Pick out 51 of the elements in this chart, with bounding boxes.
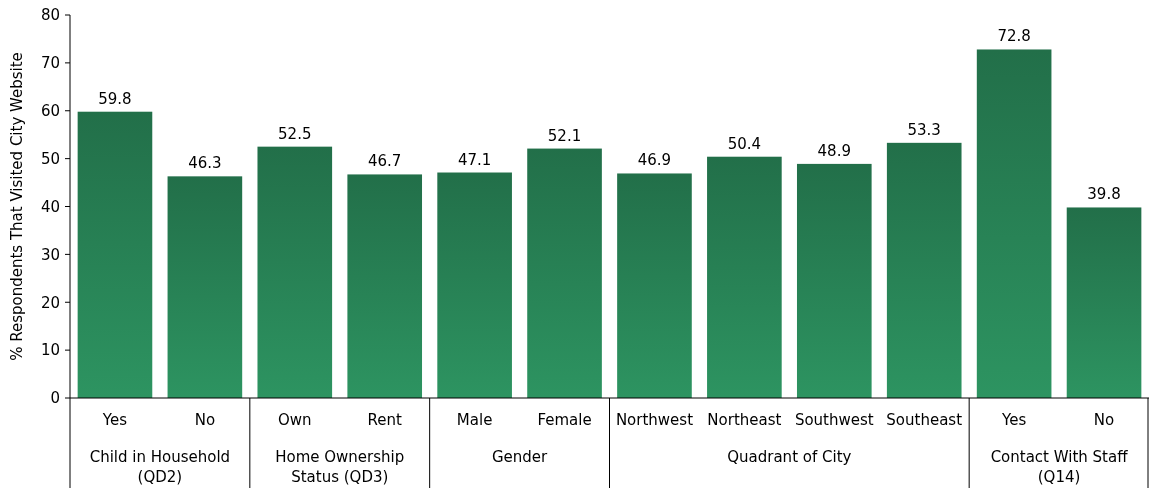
bar	[77, 111, 153, 398]
bar	[257, 146, 333, 398]
data-label: 47.1	[457, 150, 492, 169]
bar	[796, 163, 872, 398]
x-tick-label: Male	[456, 411, 493, 429]
bar	[707, 156, 782, 398]
x-tick-label: Northwest	[615, 411, 694, 429]
x-tick-label: Rent	[367, 411, 402, 429]
data-label: 46.3	[188, 154, 222, 173]
x-tick-label: No	[194, 411, 216, 429]
y-tick-label: 70	[40, 54, 60, 73]
bar	[437, 172, 512, 398]
x-tick-label: Female	[537, 411, 592, 429]
x-tick-label: Yes	[101, 411, 128, 429]
x-tick-label: Southwest	[794, 411, 874, 429]
data-label: 53.3	[907, 120, 941, 139]
y-axis-title: % Respondents That Visited City Website	[8, 52, 26, 361]
data-label: 46.7	[368, 152, 402, 171]
text: Child in Household (QD2)	[89, 448, 231, 486]
bar	[167, 176, 243, 398]
y-tick-label: 10	[40, 341, 60, 360]
bar	[976, 49, 1052, 398]
y-tick-label: 20	[40, 293, 60, 312]
data-label: 59.8	[98, 89, 132, 108]
bar	[347, 174, 423, 398]
text: Quadrant of City	[727, 448, 852, 466]
y-tick-label: 50	[40, 149, 60, 168]
text: Contact With Staff (Q14)	[990, 448, 1129, 486]
text: Gender	[491, 448, 549, 466]
text: Home Ownership Status (QD3)	[275, 448, 405, 486]
x-tick-label: Own	[277, 411, 312, 429]
bar	[1066, 207, 1142, 398]
x-tick-label: No	[1093, 411, 1115, 429]
bar	[527, 148, 602, 398]
y-tick-label: 0	[50, 389, 60, 408]
data-label: 52.1	[547, 126, 582, 145]
y-tick-label: 60	[40, 102, 60, 120]
x-tick-label: Northeast	[707, 411, 782, 429]
y-tick-label: 80	[40, 6, 60, 25]
data-label: 46.9	[637, 151, 672, 170]
y-tick-label: 30	[40, 245, 60, 264]
bar	[617, 173, 692, 398]
bar	[886, 142, 962, 398]
data-label: 39.8	[1087, 185, 1121, 204]
y-tick-label: 40	[40, 197, 60, 216]
data-label: 72.8	[997, 27, 1031, 46]
data-label: 48.9	[817, 141, 851, 160]
x-tick-label: Yes	[1001, 411, 1027, 429]
data-label: 52.5	[278, 124, 312, 143]
data-label: 50.4	[727, 134, 762, 153]
x-tick-label: Southeast	[886, 411, 963, 429]
